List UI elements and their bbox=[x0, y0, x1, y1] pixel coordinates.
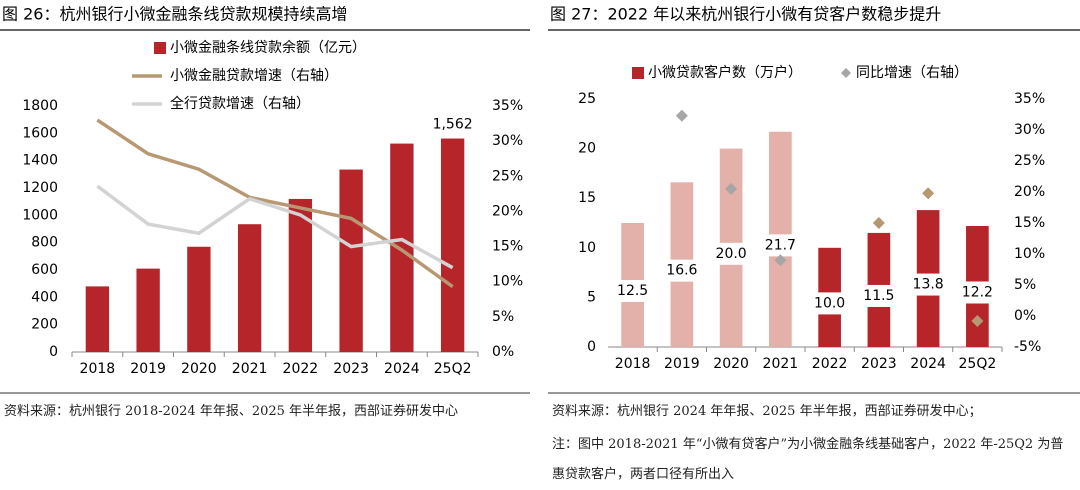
line bbox=[96, 118, 454, 289]
bar bbox=[440, 138, 465, 352]
x-tick-label: 2024 bbox=[910, 356, 946, 372]
bar bbox=[237, 224, 262, 352]
y2-tick-label: 20% bbox=[1014, 184, 1045, 200]
legend-swatch bbox=[841, 68, 851, 78]
data-label-box bbox=[806, 292, 853, 315]
bar bbox=[288, 198, 313, 352]
legend-label: 小微金融贷款增速（右轴） bbox=[170, 68, 338, 84]
y-tick-label: 200 bbox=[31, 317, 58, 333]
y2-tick-label: 25% bbox=[492, 168, 523, 184]
bar bbox=[390, 143, 414, 352]
x-tick-label: 2021 bbox=[232, 361, 268, 377]
bar bbox=[187, 246, 211, 352]
data-label-box bbox=[905, 273, 952, 296]
y2-tick-label: 35% bbox=[1014, 91, 1045, 107]
data-label: 1,562 bbox=[433, 117, 473, 133]
x-tick-label: 2020 bbox=[713, 356, 749, 372]
data-label: 20.0 bbox=[716, 246, 747, 262]
source-note: 资料来源：杭州银行 2018-2024 年年报、2025 年半年报，西部证券研发… bbox=[4, 404, 459, 419]
bar bbox=[136, 268, 160, 352]
y2-tick-label: 30% bbox=[492, 133, 523, 149]
data-label: 12.5 bbox=[617, 283, 648, 299]
data-label-box bbox=[708, 242, 755, 265]
y-tick-label: 10 bbox=[578, 240, 596, 256]
y2-tick-label: 10% bbox=[492, 274, 523, 290]
data-label: 13.8 bbox=[913, 277, 944, 293]
y-tick-label: 5 bbox=[587, 289, 596, 305]
data-label: 16.6 bbox=[666, 263, 697, 279]
x-tick-label: 2022 bbox=[812, 356, 848, 372]
marker bbox=[774, 254, 787, 267]
data-label: 10.0 bbox=[814, 295, 845, 311]
y-tick-label: 1400 bbox=[22, 153, 58, 169]
legend-label: 小微金融条线贷款余额（亿元） bbox=[170, 39, 366, 56]
y2-tick-label: 0% bbox=[492, 344, 514, 360]
y-tick-label: 1600 bbox=[22, 125, 58, 141]
legend-swatch bbox=[154, 42, 166, 54]
chart-title: 图 27：2022 年以来杭州银行小微有贷客户数稳步提升 bbox=[550, 5, 941, 24]
x-tick-label: 25Q2 bbox=[959, 356, 997, 372]
line bbox=[96, 184, 454, 270]
y-tick-label: 600 bbox=[31, 262, 58, 278]
x-tick-label: 2024 bbox=[384, 361, 420, 377]
chart-title: 图 26：杭州银行小微金融条线贷款规模持续高增 bbox=[2, 5, 347, 24]
legend-label: 全行贷款增速（右轴） bbox=[170, 95, 310, 112]
y-tick-label: 400 bbox=[31, 289, 58, 305]
data-label: 11.5 bbox=[863, 288, 894, 304]
y2-tick-label: -5% bbox=[1014, 339, 1041, 355]
y-tick-label: 800 bbox=[31, 235, 58, 251]
y2-tick-label: 25% bbox=[1014, 153, 1045, 169]
y-tick-label: 0 bbox=[587, 339, 596, 355]
x-tick-label: 2023 bbox=[861, 356, 897, 372]
y-tick-label: 15 bbox=[578, 190, 596, 206]
y2-tick-label: 20% bbox=[492, 203, 523, 219]
x-tick-label: 2019 bbox=[664, 356, 700, 372]
x-tick-label: 2019 bbox=[130, 361, 166, 377]
x-tick-label: 2022 bbox=[283, 361, 319, 377]
y-tick-label: 1800 bbox=[22, 98, 58, 114]
y2-tick-label: 0% bbox=[1014, 308, 1036, 324]
y2-tick-label: 10% bbox=[1014, 246, 1045, 262]
legend-swatch bbox=[632, 67, 644, 79]
data-label: 12.2 bbox=[962, 284, 993, 300]
bar bbox=[339, 169, 363, 352]
x-tick-label: 2023 bbox=[333, 361, 369, 377]
y-tick-label: 1000 bbox=[22, 207, 58, 223]
y2-tick-label: 5% bbox=[492, 309, 514, 325]
data-label-box bbox=[658, 259, 705, 282]
y2-tick-label: 15% bbox=[1014, 215, 1045, 231]
data-label-box bbox=[757, 234, 804, 257]
y-tick-label: 0 bbox=[49, 344, 58, 360]
marker bbox=[922, 187, 935, 200]
data-label-box bbox=[855, 284, 902, 307]
y2-tick-label: 30% bbox=[1014, 122, 1045, 138]
x-tick-label: 2021 bbox=[763, 356, 799, 372]
marker bbox=[971, 314, 984, 327]
footnote: 注：图中 2018-2021 年“小微有贷客户”为小微金融条线基础客户，2022… bbox=[552, 437, 1064, 482]
x-tick-label: 2018 bbox=[615, 356, 651, 372]
x-tick-label: 2020 bbox=[181, 361, 217, 377]
y2-tick-label: 15% bbox=[492, 239, 523, 255]
y-tick-label: 1200 bbox=[22, 180, 58, 196]
bar bbox=[85, 286, 110, 352]
data-label: 21.7 bbox=[765, 237, 796, 253]
y-tick-label: 25 bbox=[578, 91, 596, 107]
x-tick-label: 2018 bbox=[80, 361, 116, 377]
data-label-box bbox=[609, 280, 656, 302]
y2-tick-label: 5% bbox=[1014, 277, 1036, 293]
marker bbox=[725, 182, 738, 195]
y-tick-label: 20 bbox=[578, 141, 596, 157]
data-label-box bbox=[954, 281, 1001, 304]
y2-tick-label: 35% bbox=[492, 98, 523, 114]
x-tick-label: 25Q2 bbox=[434, 361, 472, 377]
legend-label: 小微贷款客户数（万户） bbox=[648, 64, 802, 81]
source-note: 资料来源：杭州银行 2024 年年报、2025 年半年报，西部证券研发中心； bbox=[552, 404, 982, 419]
legend-label: 同比增速（右轴） bbox=[856, 65, 968, 81]
marker bbox=[675, 109, 688, 122]
marker bbox=[872, 217, 885, 229]
